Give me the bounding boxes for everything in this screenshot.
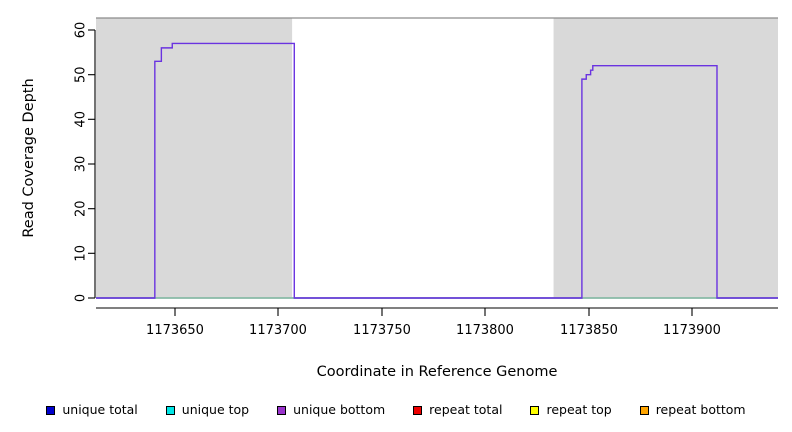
- legend-swatch-icon: [413, 405, 423, 415]
- x-tick-label-1173750: 1173750: [353, 323, 411, 338]
- y-tick-label-20: 20: [74, 200, 89, 217]
- y-axis-title: Read Coverage Depth: [21, 78, 37, 237]
- x-tick-label-1173700: 1173700: [249, 323, 307, 338]
- x-axis-title: Coordinate in Reference Genome: [317, 364, 558, 380]
- y-tick-label-30: 30: [74, 156, 89, 173]
- data-series-layer: [96, 42, 778, 299]
- y-tick-label-50: 50: [74, 66, 89, 83]
- chart-legend: unique total unique top unique bottom repea…: [0, 398, 792, 422]
- legend-swatch-icon: [46, 405, 56, 415]
- y-axis: 0 10 20 30 40 50 60 Read Coverage Depth: [21, 22, 96, 302]
- series-line-unique-bottom: [96, 42, 778, 299]
- x-tick-label-1173650: 1173650: [146, 323, 204, 338]
- y-tick-label-10: 10: [74, 245, 89, 262]
- legend-item-repeat-total[interactable]: repeat total: [413, 401, 503, 417]
- y-tick-label-0: 0: [74, 294, 89, 302]
- legend-item-unique-top[interactable]: unique top: [165, 401, 250, 417]
- x-tick-label-1173900: 1173900: [663, 323, 721, 338]
- legend-item-label: repeat total: [429, 401, 503, 417]
- shaded-region-right: [553, 18, 778, 298]
- shaded-region-left: [96, 18, 293, 298]
- legend-swatch-icon: [165, 405, 175, 415]
- legend-item-label: repeat top: [546, 401, 612, 417]
- x-tick-label-1173850: 1173850: [560, 323, 618, 338]
- legend-item-label: repeat bottom: [655, 401, 746, 417]
- legend-item-label: unique bottom: [293, 401, 386, 417]
- legend-swatch-icon: [639, 405, 649, 415]
- legend-swatch-icon: [277, 405, 287, 415]
- legend-swatch-icon: [530, 405, 540, 415]
- y-tick-label-60: 60: [74, 22, 89, 39]
- legend-item-label: unique top: [181, 401, 250, 417]
- shaded-regions: [96, 17, 778, 298]
- legend-item-unique-total[interactable]: unique total: [46, 401, 138, 417]
- x-axis: 1173650 1173700 1173750 1173800 1173850 …: [96, 307, 778, 380]
- y-tick-label-40: 40: [74, 111, 89, 128]
- x-tick-label-1173800: 1173800: [456, 323, 514, 338]
- legend-item-repeat-bottom[interactable]: repeat bottom: [639, 401, 746, 417]
- legend-item-repeat-top[interactable]: repeat top: [530, 401, 612, 417]
- legend-item-label: unique total: [62, 401, 138, 417]
- legend-item-unique-bottom[interactable]: unique bottom: [277, 401, 386, 417]
